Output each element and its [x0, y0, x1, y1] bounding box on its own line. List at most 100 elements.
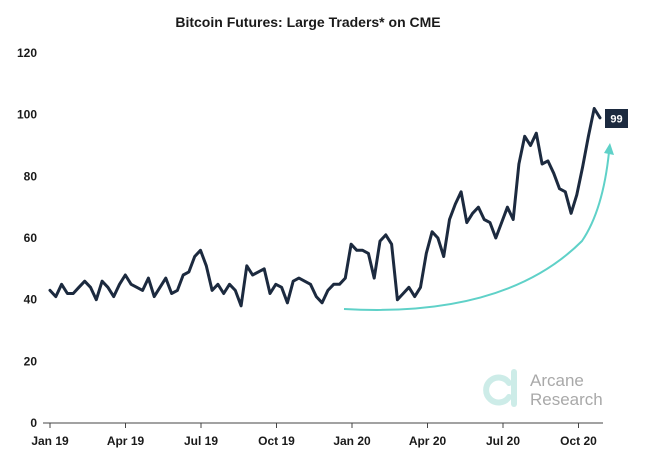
y-tick-label: 80 — [24, 169, 38, 183]
data-point — [448, 218, 451, 221]
data-point — [483, 218, 486, 221]
data-point — [598, 116, 602, 120]
data-point — [552, 172, 555, 175]
data-point — [164, 276, 167, 280]
data-point — [396, 298, 399, 301]
data-point — [170, 292, 173, 295]
data-point — [158, 286, 162, 289]
data-point — [442, 255, 445, 258]
data-point — [222, 292, 225, 295]
data-point — [280, 286, 283, 289]
data-point — [361, 249, 364, 252]
watermark: Arcane Research — [483, 369, 603, 409]
x-tick-label: Oct 19 — [258, 434, 295, 448]
data-point — [535, 132, 538, 135]
data-point — [309, 283, 312, 286]
y-axis-ticks: 0 20 40 60 80 100 120 — [17, 46, 37, 430]
data-point — [378, 239, 382, 243]
data-point — [506, 206, 509, 209]
trend-arrow — [343, 143, 614, 311]
data-point — [245, 264, 248, 267]
data-point — [216, 283, 220, 286]
data-point — [459, 190, 463, 193]
data-point — [182, 273, 185, 277]
data-point — [320, 301, 324, 304]
chart-title: Bitcoin Futures: Large Traders* on CME — [175, 14, 440, 30]
data-point — [500, 221, 503, 224]
data-point — [402, 292, 405, 295]
data-point — [430, 230, 434, 233]
data-point — [419, 286, 422, 289]
end-value-badge — [605, 109, 628, 128]
data-point — [569, 212, 573, 215]
y-tick-label: 0 — [30, 416, 37, 430]
watermark-line2: Research — [530, 390, 603, 409]
data-point — [575, 193, 578, 196]
data-point — [286, 301, 289, 304]
data-point — [199, 249, 202, 252]
data-point — [60, 283, 63, 286]
data-point — [263, 267, 266, 270]
data-point — [77, 286, 81, 289]
data-point — [95, 298, 98, 301]
x-tick-label: Jan 20 — [333, 434, 371, 448]
data-point — [517, 162, 521, 166]
series-line — [48, 107, 602, 308]
data-point — [239, 304, 243, 307]
data-point — [436, 236, 440, 240]
data-point — [106, 286, 110, 289]
data-point — [465, 221, 468, 224]
data-point — [540, 162, 544, 166]
data-point — [425, 252, 428, 255]
y-tick-label: 20 — [24, 354, 38, 368]
data-point — [367, 252, 370, 255]
end-value-text: 99 — [610, 114, 622, 126]
data-point — [54, 295, 57, 298]
data-point — [512, 218, 515, 221]
data-point — [187, 270, 191, 274]
data-point — [407, 286, 411, 289]
data-point — [471, 212, 474, 215]
data-point — [349, 243, 353, 246]
data-point — [176, 289, 179, 292]
data-point — [338, 283, 341, 286]
data-point — [344, 276, 347, 280]
x-tick-label: Jan 19 — [31, 434, 69, 448]
data-point — [315, 295, 318, 298]
data-point — [72, 292, 75, 295]
data-point — [529, 144, 532, 147]
arcane-logo-icon — [483, 369, 517, 407]
data-point — [332, 283, 335, 286]
data-point — [297, 276, 301, 280]
data-point — [205, 264, 208, 267]
y-tick-label: 60 — [24, 231, 38, 245]
data-point — [581, 165, 584, 169]
data-point — [494, 236, 497, 240]
data-point — [118, 283, 121, 286]
x-axis-ticks: Jan 19 Apr 19 Jul 19 Oct 19 Jan 20 Apr 20 Jul … — [31, 423, 597, 448]
data-point — [135, 286, 138, 289]
data-point — [373, 276, 376, 280]
data-point — [193, 255, 196, 258]
data-point — [564, 190, 567, 193]
data-point — [355, 249, 358, 252]
data-point — [124, 273, 127, 277]
series-points — [48, 107, 602, 307]
end-value-label: 99 — [605, 109, 628, 128]
data-point — [89, 286, 92, 289]
data-point — [153, 295, 156, 298]
data-point — [147, 276, 150, 280]
data-point — [112, 295, 115, 298]
data-point — [326, 289, 330, 292]
data-point — [292, 280, 295, 283]
data-point — [384, 233, 387, 237]
data-point — [488, 221, 492, 224]
data-point — [477, 206, 480, 209]
data-point — [257, 270, 260, 274]
x-tick-label: Apr 19 — [107, 434, 145, 448]
data-point — [83, 280, 86, 283]
data-point — [558, 187, 561, 190]
x-tick-label: Oct 20 — [560, 434, 597, 448]
data-point — [413, 295, 416, 298]
